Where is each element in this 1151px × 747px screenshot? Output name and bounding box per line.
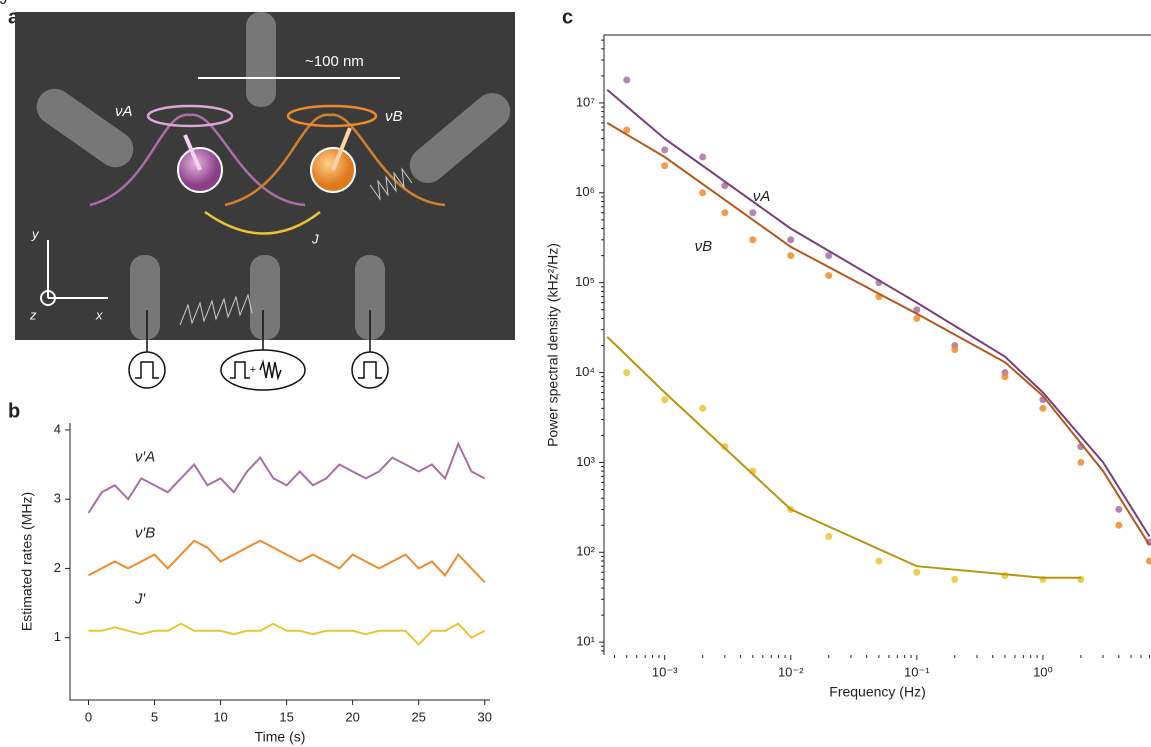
data-point [875,557,883,565]
y-tick-label: 10² [576,544,595,559]
data-point [1145,557,1151,565]
series-line [88,539,486,583]
scale-label: ~100 nm [305,53,364,70]
y-tick-label: 10¹ [576,634,595,649]
diagram: ~100 nm νA νB J y x z + [15,12,515,391]
series-label: J′ [134,590,147,607]
spin-arrow [183,134,202,171]
data-point [787,252,795,260]
pulse-icons [128,310,389,391]
data-point [699,404,707,412]
fit-line [606,122,1151,546]
series-label: ν′B [135,524,155,541]
gates [36,12,511,340]
data-point [661,162,669,170]
x-tick-label: 25 [411,709,425,724]
x-tick-label: 10⁰ [1033,664,1053,679]
data-point [661,146,669,154]
data-point [749,209,757,217]
data-point [951,575,959,583]
drive [369,167,413,201]
fit-line [606,336,1081,579]
data-point [623,126,631,134]
drive [179,293,253,326]
data-point [1115,521,1123,529]
y-tick-label: 1 [54,629,61,644]
series-label: νB [695,238,713,255]
x-tick-label: 10⁻³ [652,664,678,679]
data-point [913,314,921,322]
data-point [721,209,729,217]
label: y [31,226,40,241]
data-point [787,236,795,244]
y-tick-label: 10⁴ [575,364,595,379]
series-label: νA [753,188,771,205]
label: + [250,364,256,376]
wavefunction [89,113,306,207]
x-tick-label: 10⁻¹ [904,664,930,679]
y-tick-label: 3 [54,491,61,506]
series-line [88,622,486,647]
coupling-arrow [204,210,321,235]
data-point [661,396,669,404]
data-point [825,532,833,540]
data-point [825,252,833,260]
label: x [95,307,103,322]
label: J [311,231,319,246]
data-point [951,346,959,354]
precession [146,104,234,128]
axis-z [40,290,56,306]
panel-label: b [8,400,20,422]
panel-label: c [562,6,573,28]
axes [69,423,490,701]
label: z [29,307,37,322]
data-point [1077,458,1085,466]
label: νB [385,108,403,125]
data-point [623,369,631,377]
axes [603,34,1151,655]
x-tick-label: 5 [151,709,158,724]
y-axis-label: Estimated rates (MHz) [19,492,35,631]
x-tick-label: 15 [279,709,293,724]
data-point [623,76,631,84]
data-point [749,236,757,244]
y-tick-label: 10⁶ [575,184,595,199]
y-axis-label: Power spectral density (kHz²/Hz) [545,243,561,447]
y-tick-label: 10⁷ [576,94,595,109]
data-point [913,568,921,576]
y-tick-label: 10⁵ [575,274,595,289]
data-point [913,306,921,314]
x-tick-label: 10⁻² [778,664,804,679]
x-tick-label: 0 [85,709,92,724]
data-point [825,272,833,280]
series-label: J [0,0,8,8]
y-tick-label: 4 [54,421,61,436]
data-point [699,189,707,197]
wavefunction [224,113,446,207]
data-point [699,153,707,161]
fit-line [606,89,1151,538]
x-axis-label: Frequency (Hz) [829,684,925,700]
data-point [1001,373,1009,381]
y-tick-label: 10³ [576,454,595,469]
x-tick-label: 30 [477,709,491,724]
label: νA [115,103,133,120]
y-tick-label: 2 [54,560,61,575]
x-axis-label: Time (s) [255,729,306,745]
x-tick-label: 20 [345,709,359,724]
series-label: ν′A [135,448,155,465]
data-point [1115,505,1123,513]
x-tick-label: 10 [213,709,227,724]
spin-arrow [331,127,352,171]
series-line [87,441,486,514]
precession [286,104,378,128]
data-point [1039,404,1047,412]
data-point [721,443,729,451]
